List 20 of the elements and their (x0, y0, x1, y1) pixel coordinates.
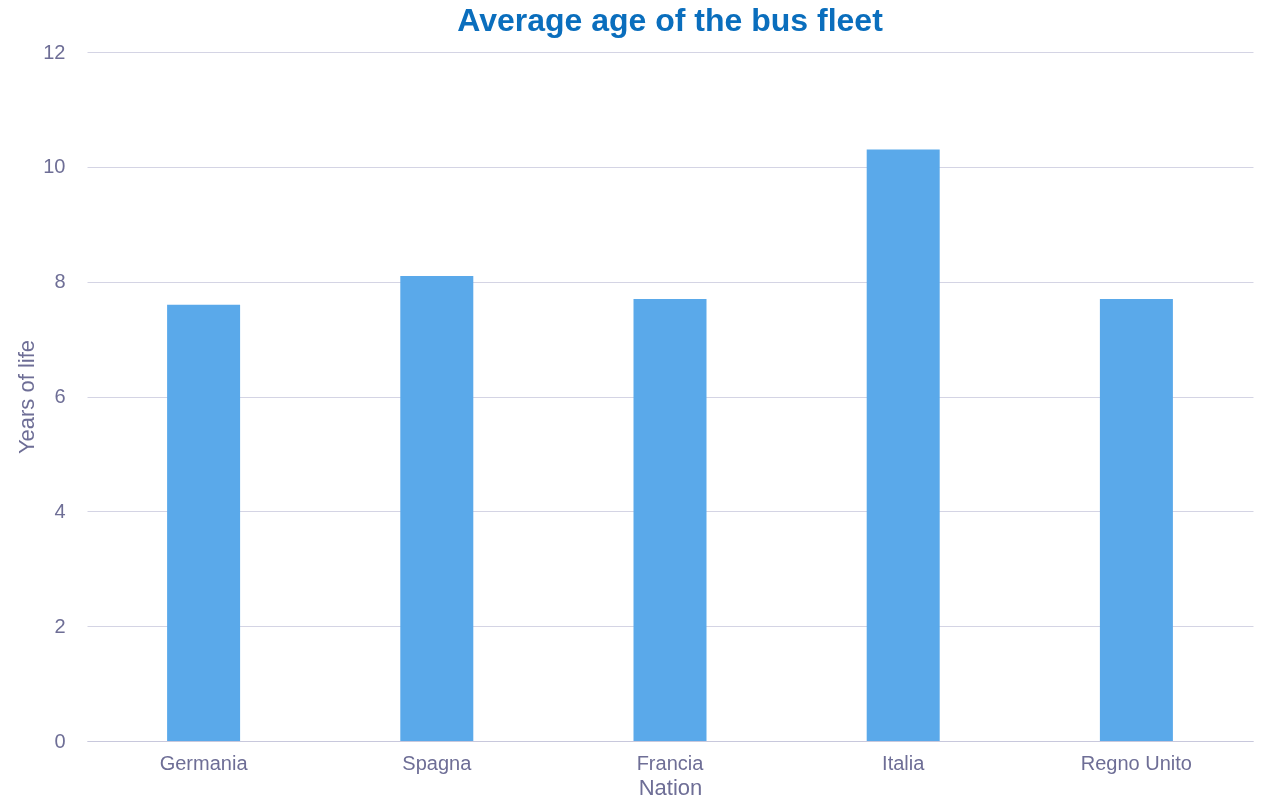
bar (1099, 298, 1173, 741)
chart-title: Average age of the bus fleet (457, 2, 884, 38)
y-tick-label: 2 (54, 614, 66, 637)
x-tick-label: Italia (882, 751, 926, 774)
x-axis-title: Nation (638, 774, 703, 800)
x-tick-label: Germania (159, 751, 249, 774)
y-axis-title: Years of life (14, 339, 40, 455)
y-tick-label: 10 (43, 155, 66, 178)
y-tick-label: 6 (54, 385, 66, 407)
y-tick-label: 8 (54, 270, 66, 293)
bar (400, 275, 474, 741)
y-tick-label: 12 (43, 40, 66, 63)
bar (866, 149, 940, 741)
bar (633, 298, 707, 741)
y-tick-label: 4 (54, 499, 66, 522)
bar (167, 304, 241, 741)
y-tick-label: 0 (54, 729, 66, 752)
x-tick-label: Francia (636, 751, 705, 774)
x-tick-label: Regno Unito (1080, 751, 1192, 774)
x-tick-label: Spagna (402, 751, 473, 774)
